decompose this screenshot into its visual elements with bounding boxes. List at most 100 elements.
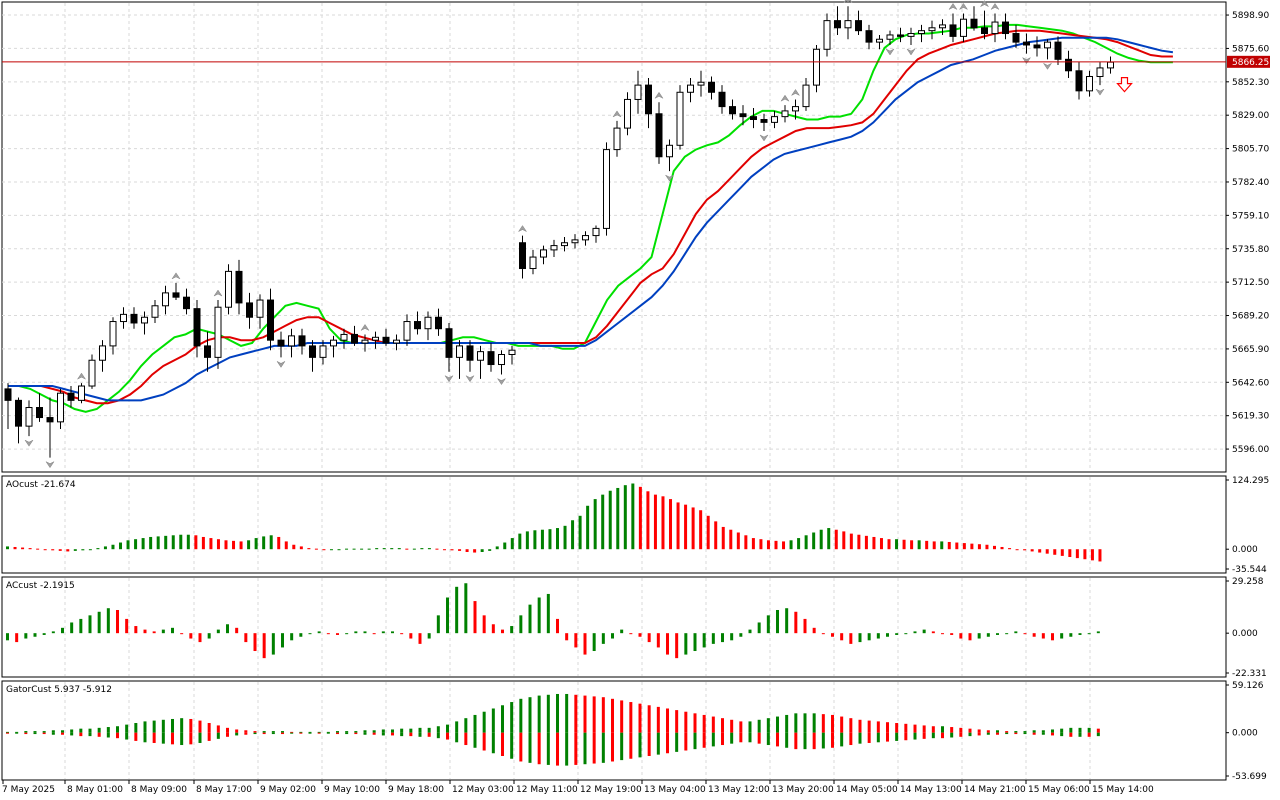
gator-upper-bar <box>977 729 981 733</box>
gator-upper-bar <box>281 731 284 733</box>
gator-upper-bar <box>711 716 715 733</box>
histogram-bar <box>70 622 74 634</box>
gator-lower-bar <box>436 732 440 739</box>
histogram-bar <box>1045 549 1049 554</box>
gator-upper-bar <box>647 705 651 733</box>
histogram-bar <box>751 538 755 550</box>
histogram-bar <box>420 548 424 550</box>
candle <box>141 311 148 335</box>
histogram-bar <box>711 633 715 644</box>
histogram-bar <box>693 633 697 652</box>
candle-body <box>645 84 652 115</box>
gator-lower-bar <box>913 732 917 740</box>
y-tick-label: 5689.20 <box>1232 312 1269 322</box>
gator-lower-bar <box>794 732 798 750</box>
gator-upper-bar <box>125 724 129 733</box>
histogram-bar <box>977 544 981 550</box>
histogram-bar <box>156 536 160 550</box>
y-tick-label: -35.544 <box>1232 565 1267 575</box>
histogram-bar <box>152 631 156 634</box>
histogram-bar <box>405 548 409 550</box>
candle <box>172 282 180 301</box>
histogram-bar <box>803 618 807 634</box>
histogram-bar <box>149 536 153 550</box>
gator-lower-bar <box>207 732 211 741</box>
gator-upper-bar <box>308 731 312 733</box>
gator-lower-bar <box>785 732 789 748</box>
histogram-bar <box>209 538 213 550</box>
gator-upper-bar <box>941 726 944 733</box>
histogram-bar <box>721 526 725 550</box>
candle-body <box>36 407 43 419</box>
candle-body <box>88 359 96 387</box>
histogram-bar <box>345 548 349 550</box>
candle <box>592 225 600 243</box>
histogram-bar <box>789 540 793 550</box>
candle-body <box>1023 41 1030 46</box>
candle-body <box>1012 33 1020 43</box>
y-tick-label: 0.000 <box>1232 729 1258 739</box>
gator-upper-bar <box>895 723 899 733</box>
histogram-bar <box>840 633 844 641</box>
histogram-bar <box>337 549 341 551</box>
gator-lower-bar <box>180 732 184 746</box>
gator-upper-bar <box>427 727 431 733</box>
candle <box>120 307 127 329</box>
candle <box>928 20 936 40</box>
y-tick-label: 5805.70 <box>1232 145 1269 155</box>
histogram-bar <box>646 491 650 550</box>
gator-lower-bar <box>216 732 220 739</box>
gator-upper-bar <box>730 719 734 733</box>
candle-body <box>424 316 432 330</box>
candle-body <box>162 292 169 307</box>
candle-body <box>991 21 999 35</box>
fractal-down-icon <box>276 360 286 368</box>
fractal-down-icon <box>664 174 675 182</box>
gator-upper-bar <box>106 727 110 733</box>
gator-lower-bar <box>418 732 422 737</box>
candle-body <box>939 24 946 29</box>
histogram-bar <box>608 490 612 550</box>
gator-lower-bar <box>253 732 257 735</box>
histogram-bar <box>691 507 695 550</box>
fractal-up-icon <box>654 91 664 99</box>
gator-upper-bar <box>766 718 770 733</box>
candle-body <box>739 113 747 118</box>
histogram-bar <box>785 608 789 634</box>
x-tick-label: 7 May 2025 <box>2 785 55 795</box>
gator-lower-bar <box>1041 732 1045 735</box>
candle-body <box>928 27 936 32</box>
candle-body <box>141 316 148 324</box>
candle <box>277 331 285 358</box>
histogram-bar <box>1041 633 1045 639</box>
histogram-bar <box>525 531 529 550</box>
candle <box>970 6 978 31</box>
gator-upper-bar <box>501 705 504 733</box>
histogram-bar <box>1015 549 1019 551</box>
gator-lower-bar <box>776 732 779 747</box>
gator-upper-bar <box>959 727 963 733</box>
histogram-bar <box>73 549 77 551</box>
histogram-bar <box>88 549 92 551</box>
gator-upper-bar <box>666 708 669 733</box>
histogram-bar <box>684 504 688 550</box>
gator-upper-bar <box>831 714 834 733</box>
gator-upper-bar <box>271 731 275 733</box>
histogram-bar <box>97 611 101 634</box>
gator-upper-bar <box>519 698 523 733</box>
candle-body <box>372 336 379 341</box>
histogram-bar <box>284 541 288 550</box>
gator-upper-bar <box>913 724 917 733</box>
histogram-bar <box>458 549 462 551</box>
histogram-bar <box>352 548 356 550</box>
candle <box>88 354 96 389</box>
gator-lower-bar <box>519 732 523 762</box>
candle <box>603 142 610 236</box>
gator-lower-bar <box>42 732 46 735</box>
gator-lower-bar <box>546 732 550 765</box>
gator-upper-bar <box>702 714 706 733</box>
gator-lower-bar <box>1014 732 1018 735</box>
candle <box>792 99 799 120</box>
histogram-bar <box>736 532 740 550</box>
histogram-bar <box>992 545 996 550</box>
